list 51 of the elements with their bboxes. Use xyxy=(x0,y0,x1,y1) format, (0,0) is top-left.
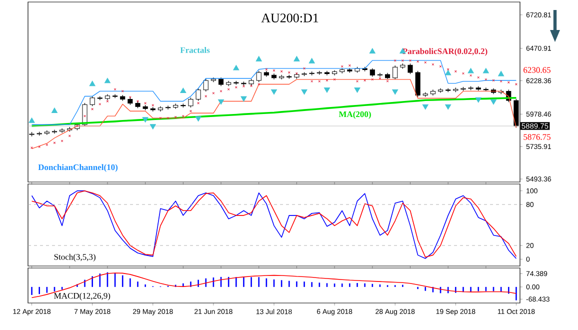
candlestick xyxy=(324,70,330,76)
candlestick xyxy=(60,128,65,134)
point xyxy=(301,89,308,95)
point xyxy=(369,48,376,54)
point xyxy=(233,65,240,70)
candlestick xyxy=(392,65,398,80)
point xyxy=(475,97,482,103)
text: AU200:D1 xyxy=(261,14,318,22)
candlestick xyxy=(332,70,338,76)
point xyxy=(218,99,224,105)
point xyxy=(150,124,156,130)
point xyxy=(240,96,247,102)
point xyxy=(308,58,315,64)
point xyxy=(422,104,428,110)
candlestick xyxy=(188,97,194,108)
series-label: MA(200) xyxy=(338,111,371,119)
candlestick xyxy=(415,70,420,98)
point xyxy=(104,78,110,84)
candlestick xyxy=(52,129,58,134)
point xyxy=(270,89,278,95)
candlestick xyxy=(203,78,208,92)
point xyxy=(324,87,330,93)
candlestick xyxy=(196,88,201,102)
point xyxy=(482,68,489,74)
candlestick xyxy=(279,74,284,80)
text: DonchianChannel(10) xyxy=(38,164,118,172)
series-label: ParabolicSAR(0.02,0.2) xyxy=(402,48,488,56)
candlestick xyxy=(44,130,50,136)
point xyxy=(392,89,398,95)
text: Fractals xyxy=(180,47,210,53)
point xyxy=(445,104,452,110)
point xyxy=(468,68,474,74)
candlestick xyxy=(408,63,413,74)
point xyxy=(142,117,148,122)
text: 5876.75 xyxy=(524,134,550,140)
candlestick xyxy=(90,96,95,106)
candlestick xyxy=(438,88,444,94)
point xyxy=(180,88,186,94)
annotation: Stoch(3,5,3) xyxy=(54,254,96,262)
point xyxy=(195,116,202,122)
candlestick xyxy=(377,72,382,78)
annotation: MACD(12,26,9) xyxy=(54,292,110,300)
point xyxy=(445,70,452,76)
point xyxy=(490,99,497,105)
point xyxy=(354,87,360,93)
point xyxy=(498,70,504,76)
point xyxy=(294,56,300,62)
text: 6230.65 xyxy=(524,67,550,73)
candlestick xyxy=(256,70,262,82)
point xyxy=(256,56,262,62)
point xyxy=(89,80,96,86)
